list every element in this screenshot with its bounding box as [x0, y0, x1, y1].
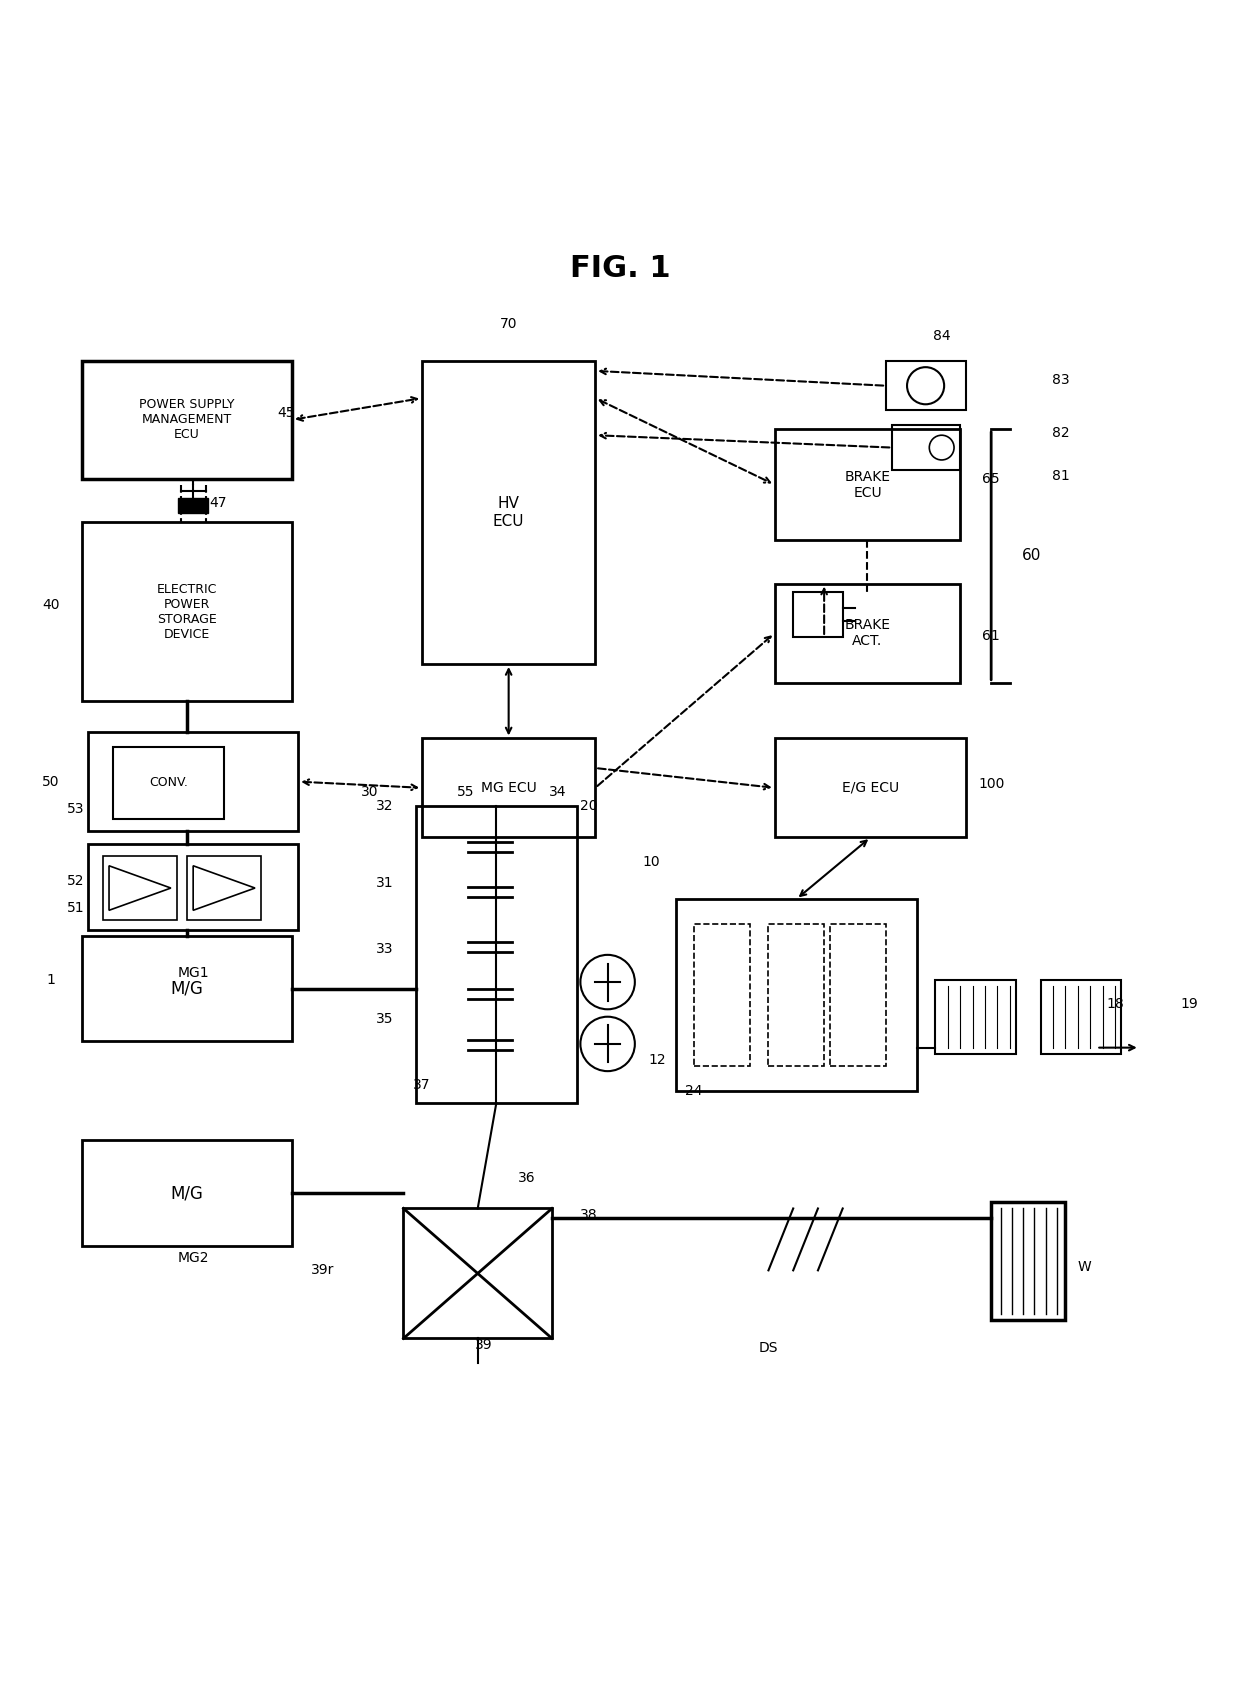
Text: E/G ECU: E/G ECU [842, 781, 899, 795]
Text: 32: 32 [376, 800, 393, 813]
Text: 37: 37 [413, 1078, 430, 1091]
Text: 12: 12 [649, 1053, 666, 1066]
Text: BRAKE
ECU: BRAKE ECU [844, 469, 890, 499]
Text: 61: 61 [982, 629, 999, 643]
Text: MG2: MG2 [177, 1252, 208, 1265]
Text: 39r: 39r [311, 1264, 335, 1277]
Text: 100: 100 [978, 778, 1004, 791]
Text: 50: 50 [42, 774, 60, 788]
Text: 30: 30 [361, 784, 379, 798]
Text: 1: 1 [46, 973, 56, 987]
Bar [82, 936, 293, 1041]
Text: 53: 53 [67, 801, 84, 817]
Text: 40: 40 [42, 597, 60, 612]
Bar [422, 739, 595, 837]
Bar [887, 361, 966, 410]
Text: BRAKE
ACT.: BRAKE ACT. [844, 617, 890, 648]
Bar [88, 732, 299, 832]
Text: 60: 60 [1022, 548, 1042, 563]
Text: 65: 65 [982, 472, 999, 486]
Text: POWER SUPPLY
MANAGEMENT
ECU: POWER SUPPLY MANAGEMENT ECU [139, 398, 234, 442]
Text: 36: 36 [518, 1171, 536, 1184]
Bar [403, 1208, 552, 1338]
Bar [82, 521, 293, 702]
Text: 33: 33 [376, 941, 393, 955]
Bar [775, 739, 966, 837]
Text: M/G: M/G [171, 1184, 203, 1203]
Bar [991, 1203, 1065, 1319]
Text: 39: 39 [475, 1338, 492, 1351]
Text: W: W [1078, 1260, 1091, 1274]
Bar [775, 428, 960, 540]
Text: 38: 38 [580, 1208, 598, 1221]
Bar [82, 1140, 293, 1245]
Text: 10: 10 [642, 855, 660, 869]
Text: 34: 34 [549, 784, 567, 798]
Text: 52: 52 [67, 874, 84, 887]
Text: ELECTRIC
POWER
STORAGE
DEVICE: ELECTRIC POWER STORAGE DEVICE [156, 582, 217, 641]
Bar [694, 924, 750, 1066]
Text: 45: 45 [278, 407, 295, 420]
Text: 19: 19 [1180, 997, 1198, 1011]
Bar [794, 592, 843, 638]
Bar [113, 747, 224, 818]
Text: DS: DS [759, 1341, 779, 1355]
Bar [88, 844, 299, 930]
Text: MG1: MG1 [177, 967, 210, 980]
Bar [422, 361, 595, 665]
Text: FIG. 1: FIG. 1 [569, 253, 671, 283]
Bar [769, 924, 825, 1066]
Bar [1040, 980, 1121, 1054]
Text: CONV.: CONV. [149, 776, 187, 790]
Text: 47: 47 [210, 496, 227, 509]
Bar [103, 855, 177, 919]
Bar [775, 584, 960, 683]
Text: 18: 18 [1106, 997, 1123, 1011]
Text: HV
ECU: HV ECU [494, 496, 525, 528]
Text: 35: 35 [376, 1012, 393, 1026]
Bar [82, 361, 293, 479]
Text: 24: 24 [686, 1085, 703, 1098]
Text: 31: 31 [376, 876, 394, 891]
Bar [831, 924, 887, 1066]
Bar [187, 855, 262, 919]
Text: 83: 83 [1052, 373, 1069, 386]
Text: 70: 70 [500, 317, 517, 331]
Text: 51: 51 [67, 901, 84, 914]
Text: 20: 20 [580, 800, 598, 813]
Text: 55: 55 [456, 784, 474, 798]
Text: 84: 84 [932, 329, 951, 342]
Bar [415, 806, 577, 1103]
Bar [893, 425, 960, 471]
Text: MG ECU: MG ECU [481, 781, 537, 795]
Bar [935, 980, 1016, 1054]
Text: 81: 81 [1052, 469, 1069, 482]
Text: 82: 82 [1052, 425, 1069, 440]
Bar [676, 899, 916, 1091]
Text: M/G: M/G [171, 980, 203, 999]
Bar [179, 498, 208, 513]
